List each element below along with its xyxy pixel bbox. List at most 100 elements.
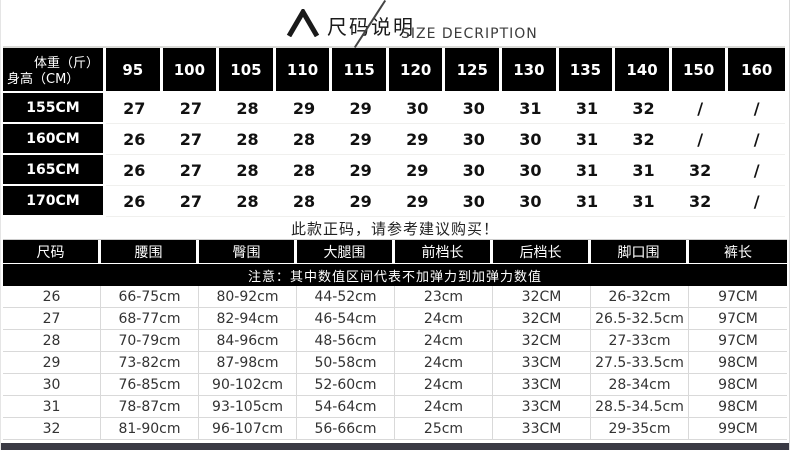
- size-value-cell: 31: [558, 124, 616, 155]
- size-value-cell: 27: [106, 93, 163, 124]
- measure-value-cell: 25cm: [395, 418, 493, 440]
- size-value-cell: 28: [219, 186, 276, 217]
- measure-value-cell: 24cm: [395, 330, 493, 352]
- size-value-cell: 32: [615, 93, 672, 124]
- measure-value-cell: 66-75cm: [101, 286, 199, 308]
- measure-value-cell: 33CM: [493, 374, 591, 396]
- size-value-cell: 30: [502, 155, 559, 186]
- measure-value-cell: 27.5-33.5cm: [591, 352, 689, 374]
- measure-header-cell: 臀围: [199, 240, 297, 264]
- size-value-cell: 28: [275, 186, 333, 217]
- measure-value-cell: 24cm: [395, 396, 493, 418]
- measurements-table: 尺码 腰围 臀围 大腿围 前档长 后档长 脚口围 裤长 注意：其中数值区间代表不加弹力到加弹力数…: [3, 239, 787, 440]
- measure-value-cell: 97CM: [689, 330, 787, 352]
- size-value-cell: 30: [388, 93, 446, 124]
- measure-value-cell: 54-64cm: [297, 396, 395, 418]
- weight-header-cell: 120: [388, 48, 446, 93]
- size-value-cell: /: [728, 155, 785, 186]
- measure-value-cell: 28.5-34.5cm: [591, 396, 689, 418]
- measure-value-cell: 24cm: [395, 374, 493, 396]
- height-row-header: 160CM: [3, 124, 106, 155]
- stretch-notice-bar: 注意：其中数值区间代表不加弹力到加弹力数值: [3, 264, 787, 286]
- measure-value-cell: 32CM: [493, 286, 591, 308]
- weight-header-cell: 125: [445, 48, 503, 93]
- measure-value-cell: 76-85cm: [101, 374, 199, 396]
- measure-value-cell: 97CM: [689, 286, 787, 308]
- size-matrix-table: 体重（斤） 身高（CM） 95 100 105 110 115 120 125 130 135 1…: [3, 46, 785, 217]
- corner-height-label: 身高（CM）: [7, 72, 80, 87]
- size-value-cell: 31: [558, 155, 616, 186]
- size-value-cell: 28: [275, 155, 333, 186]
- size-value-cell: 29: [332, 93, 389, 124]
- measure-value-cell: 33CM: [493, 396, 591, 418]
- measure-header-cell: 后档长: [493, 240, 591, 264]
- page-title: 尺码说明: [327, 15, 415, 39]
- measure-value-cell: 29-35cm: [591, 418, 689, 440]
- size-value-cell: /: [728, 186, 785, 217]
- size-value-cell: 27: [162, 124, 220, 155]
- size-value-cell: 29: [388, 186, 446, 217]
- size-value-cell: 32: [671, 155, 729, 186]
- measure-header-cell: 脚口围: [591, 240, 689, 264]
- size-value-cell: /: [728, 93, 785, 124]
- measure-value-cell: 80-92cm: [199, 286, 297, 308]
- size-value-cell: 30: [445, 124, 503, 155]
- size-value-cell: 27: [162, 93, 220, 124]
- measure-header-cell: 前档长: [395, 240, 493, 264]
- size-value-cell: 31: [558, 93, 616, 124]
- measure-value-cell: 26-32cm: [591, 286, 689, 308]
- size-value-cell: 29: [388, 124, 446, 155]
- measure-value-cell: 30: [3, 374, 101, 396]
- size-value-cell: 31: [615, 155, 672, 186]
- measure-value-cell: 73-82cm: [101, 352, 199, 374]
- size-value-cell: 28: [219, 155, 276, 186]
- size-value-cell: 30: [445, 93, 503, 124]
- size-value-cell: /: [728, 124, 785, 155]
- size-value-cell: 29: [332, 155, 389, 186]
- height-row-header: 155CM: [3, 93, 106, 124]
- measure-value-cell: 84-96cm: [199, 330, 297, 352]
- measure-value-cell: 96-107cm: [199, 418, 297, 440]
- size-value-cell: 28: [219, 93, 276, 124]
- height-row-header: 170CM: [3, 186, 106, 217]
- size-value-cell: 30: [445, 186, 503, 217]
- measure-value-cell: 87-98cm: [199, 352, 297, 374]
- measure-value-cell: 31: [3, 396, 101, 418]
- measure-header-cell: 裤长: [689, 240, 787, 264]
- weight-header-cell: 135: [558, 48, 616, 93]
- size-value-cell: 31: [615, 186, 672, 217]
- weight-header-cell: 105: [219, 48, 276, 93]
- measure-header-cell: 大腿围: [297, 240, 395, 264]
- size-value-cell: /: [671, 93, 729, 124]
- measure-value-cell: 23cm: [395, 286, 493, 308]
- measure-value-cell: 33CM: [493, 352, 591, 374]
- size-value-cell: 28: [219, 124, 276, 155]
- size-value-cell: 26: [106, 155, 163, 186]
- weight-header-cell: 160: [728, 48, 785, 93]
- size-value-cell: 26: [106, 186, 163, 217]
- size-value-cell: 29: [332, 186, 389, 217]
- size-value-cell: 31: [558, 186, 616, 217]
- caret-icon: [286, 9, 320, 37]
- size-value-cell: 30: [502, 124, 559, 155]
- bottom-section-bar: [1, 443, 789, 450]
- size-value-cell: 30: [502, 186, 559, 217]
- measure-value-cell: 78-87cm: [101, 396, 199, 418]
- size-value-cell: 28: [275, 124, 333, 155]
- measure-value-cell: 98CM: [689, 396, 787, 418]
- measure-value-cell: 28: [3, 330, 101, 352]
- height-row-header: 165CM: [3, 155, 106, 186]
- size-guide-header: 尺码说明 SIZE DECRIPTION: [1, 0, 789, 49]
- size-value-cell: 32: [671, 186, 729, 217]
- measure-value-cell: 99CM: [689, 418, 787, 440]
- measure-value-cell: 26.5-32.5cm: [591, 308, 689, 330]
- size-value-cell: 27: [162, 186, 220, 217]
- size-value-cell: 29: [275, 93, 333, 124]
- size-value-cell: 27: [162, 155, 220, 186]
- size-value-cell: 26: [106, 124, 163, 155]
- size-value-cell: /: [671, 124, 729, 155]
- measure-value-cell: 32CM: [493, 308, 591, 330]
- measure-value-cell: 52-60cm: [297, 374, 395, 396]
- weight-header-cell: 100: [162, 48, 220, 93]
